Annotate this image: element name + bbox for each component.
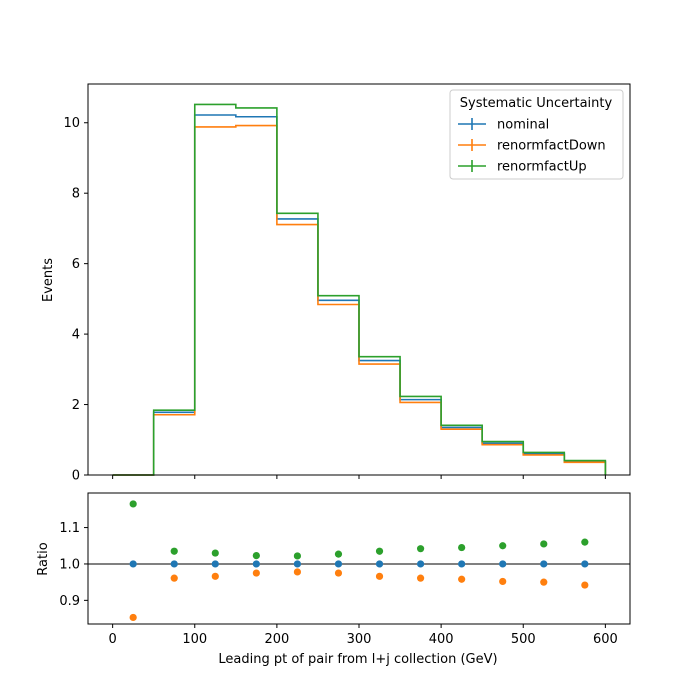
ratio-plot-panel: 0 100 200 300 400 500 600 0.9 1.0 1.1 Ratio Lead… [36,492,631,667]
ratio-point-nominal-5 [334,560,343,568]
ratio-point-renormfactUp-7 [416,545,425,553]
ratio-point-renormfactDown-4 [293,568,302,576]
legend: Systematic Uncertainty nominal renormfact… [449,89,624,180]
ratio-point-renormfactDown-1 [170,574,178,582]
ratio-point-renormfactDown-7 [416,574,425,582]
ratio-points-group [129,500,589,622]
ratio-y-tick-label-0.9: 0.9 [59,594,80,609]
legend-label-renormfactUp: renormfactUp [497,160,587,175]
ratio-point-nominal-2 [211,560,219,568]
ratio-point-nominal-1 [170,560,178,568]
ratio-point-nominal-11 [581,560,589,568]
series-step-renormfactUp [112,103,607,476]
ratio-point-renormfactUp-0 [129,500,137,508]
legend-title: Systematic Uncertainty [460,96,613,111]
main-plot-panel: 0 2 4 6 8 10 Events Systematic Uncertainty no… [41,83,631,484]
ratio-point-renormfactUp-5 [334,550,343,558]
ratio-y-tick-label-1: 1.0 [59,557,80,572]
ratio-point-renormfactDown-8 [458,575,466,583]
ratio-x-tick-label-300: 300 [347,632,372,647]
ratio-point-renormfactUp-2 [211,549,219,557]
legend-label-renormfactDown: renormfactDown [497,139,606,154]
ratio-point-renormfactUp-1 [170,547,178,555]
ratio-x-tick-label-600: 600 [593,632,618,647]
main-y-tick-label-2: 2 [72,398,80,413]
ratio-point-renormfactUp-11 [581,538,589,546]
legend-label-nominal: nominal [497,118,549,133]
ratio-point-nominal-4 [293,560,302,568]
main-y-tick-label-8: 8 [72,187,80,202]
ratio-point-renormfactDown-5 [334,569,343,577]
ratio-y-axis-label: Ratio [36,542,51,575]
ratio-point-nominal-9 [499,560,507,568]
ratio-point-renormfactDown-11 [581,581,589,589]
ratio-point-renormfactDown-10 [540,578,548,586]
ratio-x-ticks: 0 100 200 300 400 500 600 [108,624,618,647]
ratio-point-nominal-8 [458,560,466,568]
ratio-point-nominal-0 [129,560,137,568]
ratio-x-tick-label-100: 100 [182,632,207,647]
main-y-tick-label-10: 10 [63,116,80,131]
ratio-point-nominal-7 [416,560,425,568]
main-y-tick-label-6: 6 [72,257,80,272]
ratio-x-tick-label-500: 500 [511,632,536,647]
main-y-ticks: 0 2 4 6 8 10 [63,116,88,484]
ratio-point-renormfactDown-0 [129,613,137,622]
ratio-x-tick-label-400: 400 [429,632,454,647]
ratio-point-nominal-6 [375,560,384,568]
ratio-point-renormfactUp-3 [252,551,260,560]
ratio-x-tick-label-0: 0 [108,632,116,647]
ratio-point-renormfactDown-2 [211,572,219,580]
main-y-axis-label: Events [41,258,56,302]
legend-entries: nominal renormfactDown renormfactUp [458,118,606,175]
ratio-point-renormfactUp-9 [499,542,507,550]
ratio-point-renormfactUp-4 [293,552,302,560]
ratio-y-tick-label-1.1: 1.1 [59,521,80,536]
ratio-point-renormfactDown-6 [375,572,384,580]
ratio-y-ticks: 0.9 1.0 1.1 [59,521,88,609]
ratio-point-renormfactDown-3 [252,569,260,577]
ratio-point-renormfactDown-9 [499,577,507,586]
main-x-ticks [112,475,606,479]
ratio-point-nominal-10 [540,560,548,568]
ratio-point-renormfactUp-10 [540,540,548,548]
x-axis-label: Leading pt of pair from l+j collection (… [218,652,497,667]
ratio-point-renormfactUp-6 [375,547,384,555]
legend-box [449,89,624,180]
main-y-tick-label-4: 4 [72,328,80,343]
ratio-point-nominal-3 [252,560,260,568]
main-series-group [112,103,607,476]
ratio-x-tick-label-200: 200 [264,632,289,647]
main-y-tick-label-0: 0 [72,469,80,484]
ratio-point-renormfactUp-8 [458,543,466,552]
